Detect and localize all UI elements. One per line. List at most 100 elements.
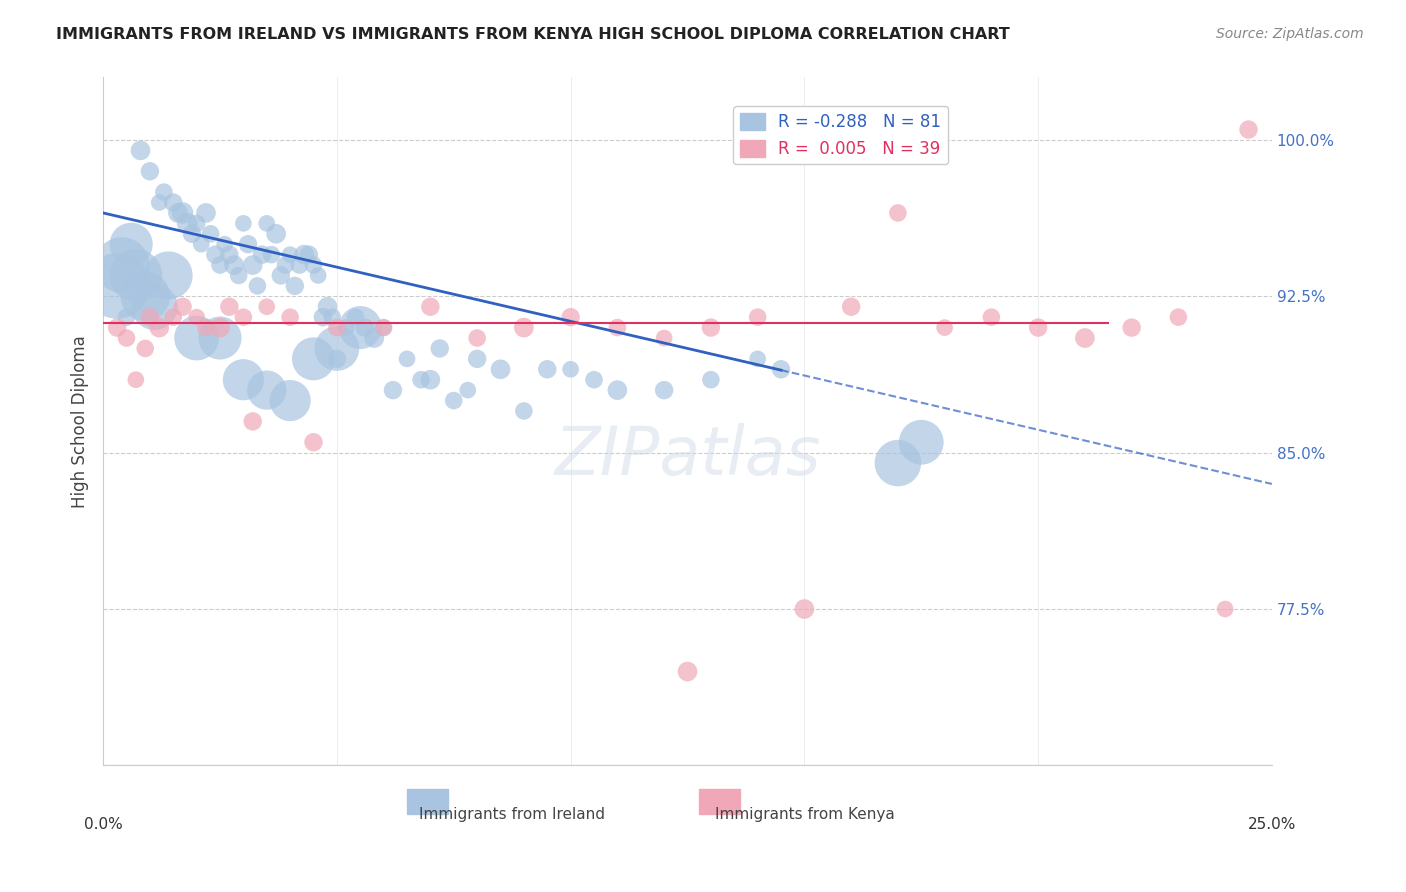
Point (606, 320, 628, 334)
FancyBboxPatch shape (406, 789, 449, 814)
Point (200, 227, 222, 241)
Point (839, 300, 862, 314)
Point (172, 300, 194, 314)
Point (134, 289, 156, 303)
Point (186, 310, 208, 325)
Point (278, 310, 301, 325)
Point (278, 393, 301, 408)
Point (222, 258, 245, 272)
Point (457, 383, 479, 397)
Point (652, 331, 675, 345)
Point (143, 300, 166, 314)
Point (489, 362, 512, 376)
Point (256, 383, 278, 397)
Point (1026, 320, 1049, 334)
Point (312, 310, 335, 325)
Point (264, 227, 287, 241)
Point (747, 310, 769, 325)
Point (302, 435, 325, 450)
Point (129, 144, 152, 158)
Point (204, 247, 226, 261)
Point (298, 247, 321, 261)
Point (246, 279, 269, 293)
Point (1167, 310, 1189, 325)
Point (307, 268, 329, 283)
Point (125, 373, 148, 387)
Point (326, 320, 349, 334)
Point (139, 310, 162, 325)
Point (134, 342, 156, 356)
Point (214, 237, 236, 252)
Point (218, 300, 240, 314)
Point (536, 362, 558, 376)
Point (195, 320, 218, 334)
Point (208, 331, 231, 345)
Point (429, 342, 451, 356)
Point (186, 216, 208, 230)
Point (232, 216, 254, 230)
Point (443, 393, 465, 408)
Point (270, 268, 292, 283)
Point (172, 206, 194, 220)
Point (560, 362, 582, 376)
Point (148, 195, 170, 210)
Text: 25.0%: 25.0% (1247, 817, 1296, 832)
Point (354, 320, 377, 334)
Point (676, 665, 699, 679)
Point (284, 279, 307, 293)
Point (242, 414, 264, 428)
Point (228, 268, 250, 283)
Point (560, 310, 582, 325)
Point (232, 373, 254, 387)
Text: Source: ZipAtlas.com: Source: ZipAtlas.com (1216, 27, 1364, 41)
Point (747, 351, 769, 366)
Point (1074, 331, 1097, 345)
Point (208, 320, 231, 334)
Point (115, 310, 138, 325)
Point (190, 237, 212, 252)
Point (513, 320, 536, 334)
Point (105, 279, 128, 293)
Text: 0.0%: 0.0% (84, 817, 122, 832)
Point (242, 258, 264, 272)
Point (148, 320, 170, 334)
Point (700, 373, 723, 387)
Point (1121, 320, 1143, 334)
Point (344, 310, 367, 325)
Y-axis label: High School Diploma: High School Diploma (72, 335, 89, 508)
Point (465, 351, 488, 366)
Point (363, 331, 385, 345)
Point (326, 351, 349, 366)
Point (769, 362, 792, 376)
Point (373, 320, 395, 334)
Point (274, 258, 297, 272)
Point (910, 435, 932, 450)
Point (120, 237, 142, 252)
Point (111, 258, 134, 272)
Point (162, 195, 184, 210)
Point (513, 404, 536, 418)
Point (139, 164, 162, 178)
Point (236, 237, 259, 252)
Point (606, 383, 628, 397)
Point (934, 320, 956, 334)
Point (302, 258, 325, 272)
Point (409, 373, 432, 387)
Point (250, 247, 273, 261)
Point (419, 300, 441, 314)
Legend: R = -0.288   N = 81, R =  0.005   N = 39: R = -0.288 N = 81, R = 0.005 N = 39 (734, 106, 948, 164)
Point (1237, 122, 1260, 136)
Point (419, 373, 441, 387)
Point (125, 268, 148, 283)
Point (232, 310, 254, 325)
Point (652, 383, 675, 397)
Point (316, 300, 339, 314)
Point (292, 247, 315, 261)
Point (326, 342, 349, 356)
Point (980, 310, 1002, 325)
Point (700, 320, 723, 334)
Point (887, 456, 910, 470)
Point (208, 258, 231, 272)
Point (105, 320, 128, 334)
Point (335, 320, 357, 334)
